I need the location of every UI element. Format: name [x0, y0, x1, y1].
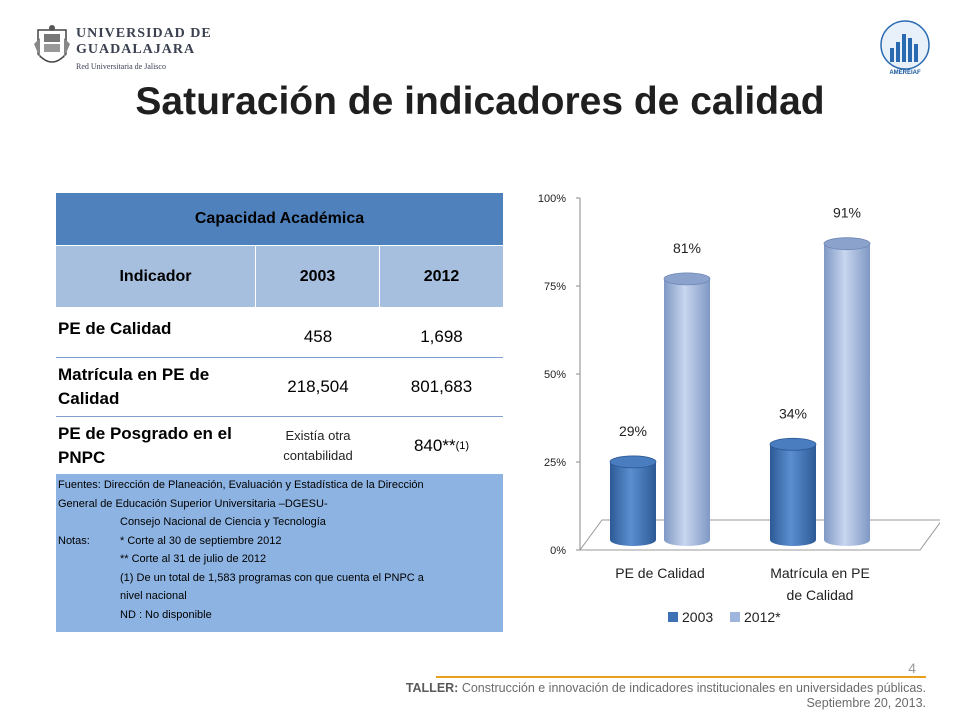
note-line: Consejo Nacional de Ciencia y Tecnología [120, 516, 326, 528]
footer-description: Construcción e innovación de indicadores… [458, 681, 926, 695]
row-label: Matrícula en PE de Calidad [58, 365, 210, 408]
row-divider [56, 416, 503, 417]
row-value-2003: 458 [303, 327, 333, 346]
bar-top [663, 272, 711, 286]
capacity-table: Capacidad Académica Indicador 2003 2012 … [56, 193, 503, 632]
note-line: ND : No disponible [120, 608, 212, 621]
legend-label: 2003 [682, 609, 713, 625]
value-footnote: (1) [455, 440, 470, 452]
column-header-indicador: Indicador [56, 245, 256, 307]
row-value-2012: 1,698 [420, 327, 463, 346]
note-line: General de Educación Superior Universita… [58, 497, 328, 510]
note-line: Notas: * Corte al 30 de septiembre 2012 [58, 532, 501, 551]
note-line: ** Corte al 31 de julio de 2012 [120, 553, 267, 565]
category-label: de Calidad [787, 587, 854, 603]
legend-label: 2012* [744, 609, 781, 625]
row-value-2003: Existía otra contabilidad [283, 428, 353, 463]
note-label: Notas: [58, 534, 90, 547]
y-tick-label: 0% [550, 545, 566, 557]
footer-label: TALLER: [405, 681, 459, 695]
column-header-2003: 2003 [256, 245, 380, 307]
note-line: Fuentes: Dirección de Planeación, Evalua… [58, 479, 424, 491]
y-tick-label: 25% [544, 457, 566, 469]
category-label: PE de Calidad [615, 565, 705, 581]
footer-date: Septiembre 20, 2013. [806, 696, 926, 710]
logo-text: AMEREIAF [889, 70, 921, 76]
y-tick-label: 75% [544, 281, 566, 293]
data-label: 81% [673, 240, 701, 256]
logo-line-1: UNIVERSIDAD DE [76, 26, 212, 41]
y-tick-label: 50% [544, 369, 566, 381]
row-value-2003: 218,504 [287, 377, 349, 396]
logo-line-3: Red Universitaria de Jalisco [76, 62, 166, 71]
page-number: 4 [908, 660, 916, 676]
note-text: * Corte al 30 de septiembre 2012 [120, 534, 282, 547]
row-label: PE de Posgrado en el PNPC [58, 424, 232, 467]
bar-top [769, 437, 817, 451]
amereiaf-logo: AMEREIAF [880, 20, 930, 80]
footer-rule [436, 676, 926, 678]
legend-swatch [668, 612, 678, 622]
legend-swatch [730, 612, 740, 622]
note-line: (1) De un total de 1,583 programas con q… [120, 571, 424, 584]
note-line: nivel nacional [120, 590, 187, 602]
row-divider [56, 357, 503, 358]
row-value-2012: 840** (1) [380, 418, 503, 474]
bar-top [609, 455, 657, 469]
university-logo: UNIVERSIDAD DE GUADALAJARA Red Universit… [34, 24, 214, 76]
bar-chart: 0% 25% 50% 75% 100% 29% 81% PE de Calidad 34% 91%… [538, 193, 940, 625]
bar [610, 461, 656, 546]
bar [824, 243, 870, 546]
data-label: 91% [833, 205, 861, 221]
logo-line-2: GUADALAJARA [76, 42, 196, 57]
slide-title: Saturación de indicadores de calidad [135, 80, 825, 123]
crest-icon [34, 25, 70, 63]
building-bars-icon [880, 20, 930, 70]
y-tick-label: 100% [538, 193, 566, 205]
column-header-2012: 2012 [380, 245, 503, 307]
bar [664, 278, 710, 546]
data-label: 29% [619, 423, 647, 439]
data-label: 34% [779, 405, 807, 421]
footer-text: TALLER: Construcción e innovación de ind… [380, 681, 926, 695]
value-text: 840** [413, 436, 456, 455]
row-value-2012: 801,683 [410, 377, 473, 396]
row-label: PE de Calidad [58, 319, 172, 338]
bar [770, 444, 816, 546]
bar-top [823, 237, 871, 251]
category-label: Matrícula en PE [770, 565, 870, 581]
table-notes: Fuentes: Dirección de Planeación, Evalua… [56, 474, 503, 632]
table-caption: Capacidad Académica [56, 193, 503, 245]
